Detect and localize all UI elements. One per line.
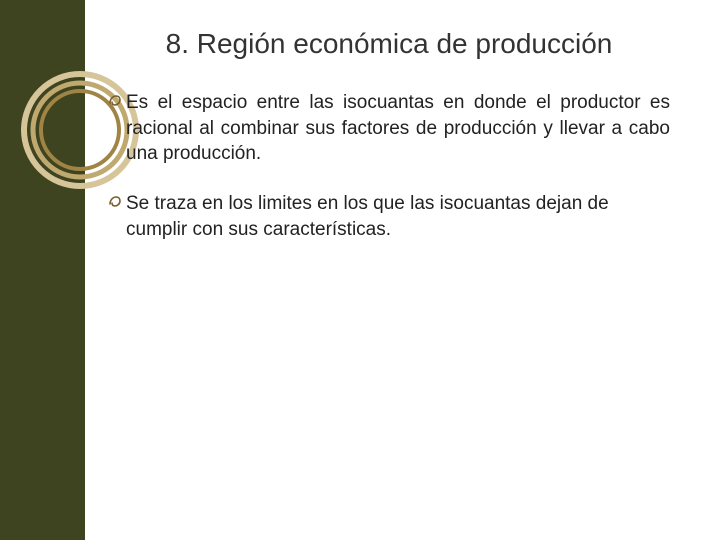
bullet-item: Se traza en los limites en los que las i… bbox=[108, 191, 670, 242]
bullet-text: Se traza en los limites en los que las i… bbox=[126, 191, 670, 242]
bullet-item: Es el espacio entre las isocuantas en do… bbox=[108, 90, 670, 167]
content-area: 8. Región económica de producción Es el … bbox=[90, 0, 710, 266]
slide-title: 8. Región económica de producción bbox=[108, 28, 670, 60]
swirl-bullet-icon bbox=[108, 94, 122, 108]
bullet-text: Es el espacio entre las isocuantas en do… bbox=[126, 90, 670, 167]
swirl-bullet-icon bbox=[108, 195, 122, 209]
